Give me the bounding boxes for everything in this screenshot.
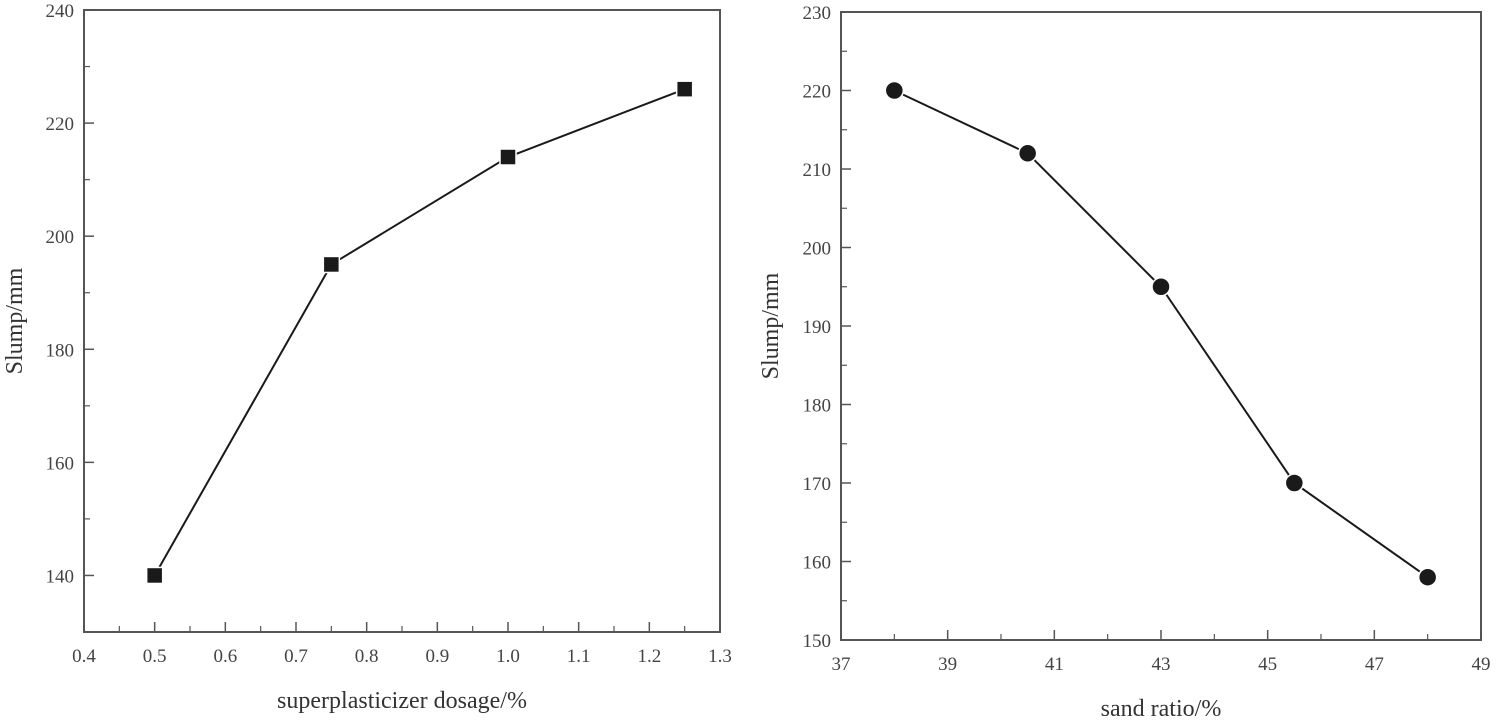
square-marker-icon xyxy=(145,566,164,585)
y-tick-label: 220 xyxy=(803,82,832,103)
x-tick-label: 0.7 xyxy=(284,646,308,667)
circle-marker-icon xyxy=(1284,473,1305,493)
y-tick-label: 180 xyxy=(46,340,75,361)
y-tick-label: 140 xyxy=(46,566,75,587)
y-tick-label: 190 xyxy=(803,317,832,338)
y-axis-title: Slump/mm xyxy=(758,272,784,379)
x-axis-title: sand ratio/% xyxy=(1101,696,1222,720)
plot-frame xyxy=(840,11,1482,641)
y-tick-label: 200 xyxy=(803,239,832,260)
y-tick-label: 230 xyxy=(803,3,832,24)
x-tick-label: 1.0 xyxy=(496,646,520,667)
left-chart-superplasticizer: 0.4 0.5 0.6 0.7 0.8 0.9 1.0 1.1 1.2 1.3 140 160 180 2… xyxy=(2,1,732,714)
x-tick-label: 0.5 xyxy=(143,646,167,667)
x-tick-label: 1.3 xyxy=(708,646,732,667)
y-axis-title: Slump/mm xyxy=(2,267,28,374)
circle-marker-icon xyxy=(1151,277,1171,297)
plot-frame xyxy=(83,9,721,633)
y-tick-label: 160 xyxy=(46,453,75,474)
circle-marker-icon xyxy=(884,80,905,101)
y-tick-label: 170 xyxy=(803,474,832,495)
x-tick-label: 37 xyxy=(832,654,851,675)
circle-marker-icon xyxy=(1017,143,1038,164)
y-tick-label: 220 xyxy=(46,114,75,135)
y-tick-label: 180 xyxy=(803,396,832,417)
x-tick-label: 45 xyxy=(1258,654,1277,675)
y-tick-label: 200 xyxy=(46,227,75,248)
x-tick-label: 39 xyxy=(938,654,957,675)
x-axis-title: superplasticizer dosage/% xyxy=(277,688,527,714)
x-tick-label: 1.2 xyxy=(637,646,661,667)
square-marker-icon xyxy=(499,148,517,166)
x-tick-label: 47 xyxy=(1365,654,1384,675)
x-tick-label: 49 xyxy=(1472,654,1491,675)
x-tick-label: 43 xyxy=(1152,654,1171,675)
x-tick-label: 1.1 xyxy=(567,646,591,667)
y-tick-label: 150 xyxy=(803,631,832,652)
x-tick-label: 0.6 xyxy=(213,646,237,667)
y-tick-label: 240 xyxy=(46,1,75,22)
square-marker-icon xyxy=(322,255,341,274)
square-marker-icon xyxy=(675,80,694,98)
data-line xyxy=(893,89,1429,579)
data-line xyxy=(153,88,686,576)
circle-marker-icon xyxy=(1417,567,1438,587)
right-chart-sand-ratio: 37 39 41 43 45 47 49 150 160 170 180 190 200 210 220 23… xyxy=(758,3,1491,720)
x-tick-label: 0.9 xyxy=(425,646,449,667)
x-tick-label: 0.8 xyxy=(355,646,379,667)
y-tick-label: 210 xyxy=(803,160,832,181)
y-tick-label: 160 xyxy=(803,553,832,574)
x-tick-label: 41 xyxy=(1045,654,1064,675)
x-tick-label: 0.4 xyxy=(72,646,96,667)
